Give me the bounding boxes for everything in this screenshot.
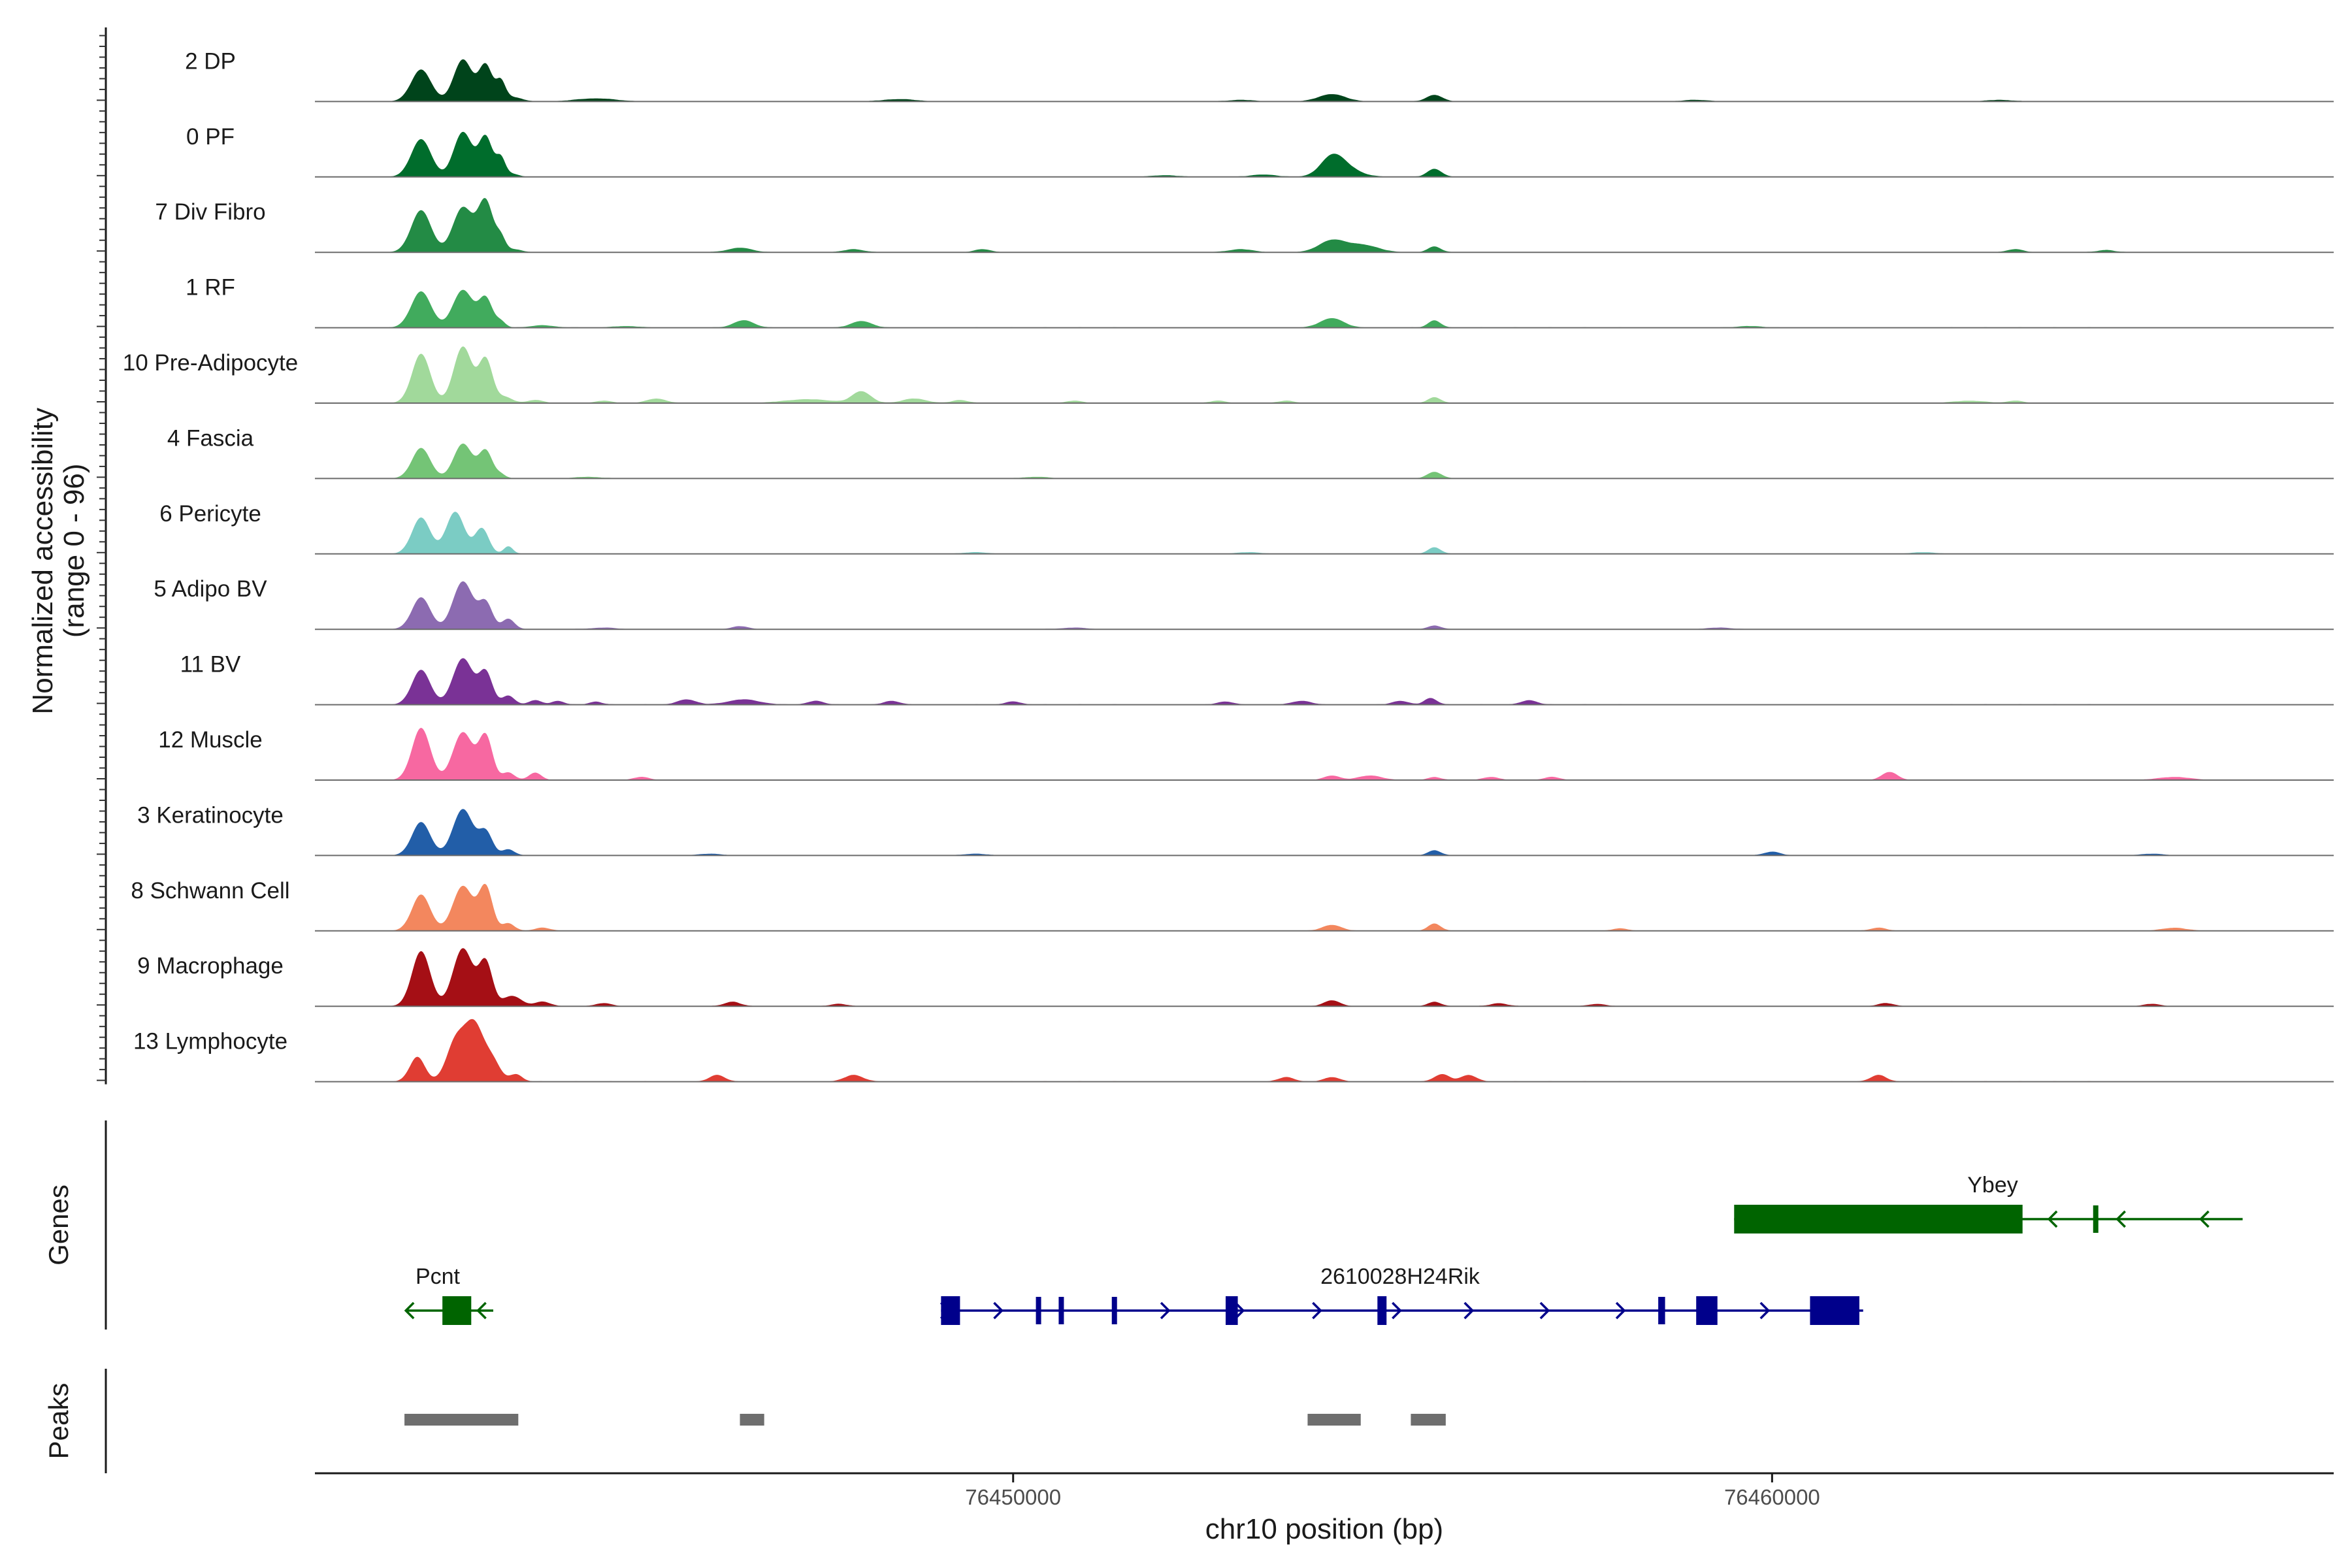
gene-exon <box>1696 1296 1718 1325</box>
coverage-track: 2 DP <box>185 48 2334 103</box>
coverage-area <box>315 59 2334 102</box>
coverage-area <box>315 809 2334 856</box>
coverage-area <box>315 131 2334 177</box>
track-label: 6 Pericyte <box>159 501 261 527</box>
gene-exon <box>1734 1205 2023 1233</box>
strand-arrow <box>1463 1301 1475 1320</box>
track-label: 10 Pre-Adipocyte <box>123 350 298 376</box>
gene-exon <box>1810 1296 1859 1325</box>
track-label: 11 BV <box>180 652 241 678</box>
strand-arrow <box>939 1301 951 1320</box>
gene-exon <box>1111 1297 1117 1324</box>
peak-region <box>1307 1414 1361 1426</box>
strand-arrow <box>1615 1301 1626 1320</box>
gene-model: Pcnt <box>404 1264 493 1325</box>
y-axis-title: Normalized accessibility <box>27 408 59 714</box>
gene-label: Ybey <box>1967 1173 2018 1198</box>
strand-arrow <box>1392 1301 1402 1320</box>
gene-exon <box>1658 1297 1665 1324</box>
coverage-area <box>315 346 2334 403</box>
coverage-track: 10 Pre-Adipocyte <box>123 346 2334 404</box>
strand-arrow <box>1312 1301 1322 1320</box>
gene-exon <box>1036 1297 1041 1324</box>
strand-arrow <box>1160 1301 1171 1320</box>
coverage-area <box>315 948 2334 1007</box>
gene-model: 2610028H24Rik <box>939 1264 1863 1325</box>
x-tick-label: 76460000 <box>1724 1485 1820 1509</box>
coverage-track: 13 Lymphocyte <box>133 1019 2334 1083</box>
gene-exon <box>2093 1205 2099 1233</box>
track-label: 9 Macrophage <box>137 953 284 979</box>
coverage-area <box>315 883 2334 931</box>
gene-label: Pcnt <box>416 1264 461 1289</box>
peaks-layer <box>105 1369 1446 1473</box>
coverage-track: 11 BV <box>180 652 2334 706</box>
track-label: 13 Lymphocyte <box>133 1029 287 1054</box>
tracks-layer: 2 DP 0 PF 7 Div Fibro 1 RF 10 Pre-Adipocyte 4… <box>123 48 2334 1083</box>
coverage-track: 4 Fascia <box>167 425 2334 480</box>
track-label: 1 RF <box>186 275 235 301</box>
gene-exon <box>442 1296 472 1325</box>
track-label: 2 DP <box>185 48 236 74</box>
peaks-panel-title: Peaks <box>43 1383 74 1460</box>
strand-arrow <box>993 1301 1004 1320</box>
strand-arrow <box>1759 1301 1771 1320</box>
coverage-track: 0 PF <box>186 124 2334 178</box>
coverage-track: 3 Keratinocyte <box>137 802 2334 857</box>
peaks-panel <box>105 1369 1446 1473</box>
strand-arrow <box>404 1301 415 1320</box>
gene-exon <box>1225 1296 1238 1325</box>
coverage-track: 8 Schwann Cell <box>131 878 2334 932</box>
y-axis-range-label: (range 0 - 96) <box>58 464 90 638</box>
coverage-track: 7 Div Fibro <box>155 198 2334 253</box>
track-label: 8 Schwann Cell <box>131 878 289 904</box>
coverage-area <box>315 1019 2334 1082</box>
strand-arrow <box>2115 1210 2126 1228</box>
track-label: 3 Keratinocyte <box>137 802 284 828</box>
track-label: 4 Fascia <box>167 425 254 451</box>
strand-arrow <box>1234 1301 1245 1320</box>
gene-label: 2610028H24Rik <box>1320 1264 1480 1289</box>
track-label: 7 Div Fibro <box>155 199 265 225</box>
coverage-track: 1 RF <box>186 275 2334 329</box>
gene-model: Ybey <box>1734 1173 2243 1233</box>
strand-arrow <box>2047 1210 2058 1228</box>
peak-region <box>740 1414 764 1426</box>
genes-layer: Ybey Pcnt 2610028H24Rik <box>105 1120 2243 1330</box>
track-label: 5 Adipo BV <box>154 576 267 602</box>
coverage-track: 5 Adipo BV <box>154 576 2334 630</box>
x-axis: 76450000 76460000 <box>315 1472 2334 1509</box>
genes-panel: Ybey Pcnt 2610028H24Rik <box>105 1120 2243 1330</box>
coverage-track: 6 Pericyte <box>159 501 2334 555</box>
gene-exon <box>941 1296 960 1325</box>
coverage-track: 12 Muscle <box>158 727 2334 781</box>
track-label: 0 PF <box>186 124 235 150</box>
coverage-area <box>315 443 2334 479</box>
gene-exon <box>1058 1297 1064 1324</box>
peak-region <box>1411 1414 1446 1426</box>
gene-exon <box>1377 1296 1387 1325</box>
coverage-area <box>315 289 2334 328</box>
genes-panel-title: Genes <box>43 1184 74 1266</box>
y-axis <box>97 27 107 1085</box>
coverage-track: 9 Macrophage <box>137 948 2334 1007</box>
coverage-area <box>315 658 2334 705</box>
strand-arrow <box>2199 1210 2210 1228</box>
strand-arrow <box>1539 1301 1550 1320</box>
coverage-area <box>315 728 2334 780</box>
coverage-panel: 2 DP 0 PF 7 Div Fibro 1 RF 10 Pre-Adipocyte 4… <box>97 27 2334 1085</box>
track-label: 12 Muscle <box>158 727 263 753</box>
strand-arrow <box>476 1301 487 1320</box>
x-axis-title: chr10 position (bp) <box>1205 1513 1443 1545</box>
coverage-area <box>315 198 2334 253</box>
coverage-area <box>315 512 2334 554</box>
x-tick-label: 76450000 <box>965 1485 1061 1509</box>
coverage-area <box>315 581 2334 630</box>
peak-region <box>404 1414 519 1426</box>
